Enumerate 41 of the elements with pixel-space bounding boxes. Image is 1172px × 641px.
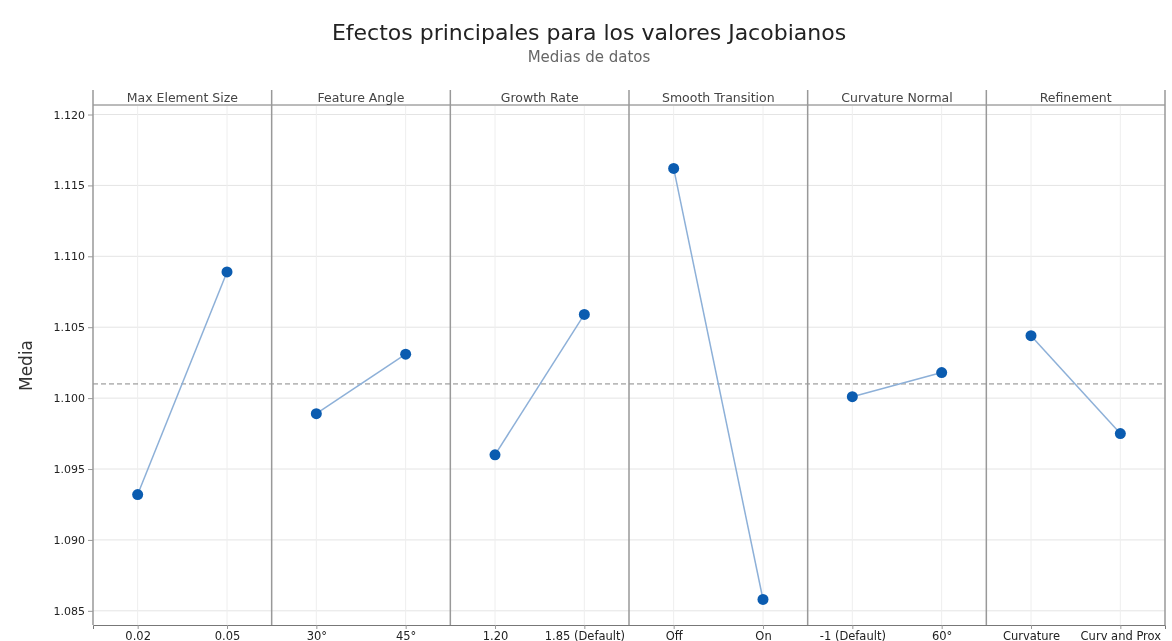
point <box>489 449 501 461</box>
text: Smooth Transition <box>662 90 775 105</box>
x-tick-label: 1.85 (Default) <box>544 629 625 641</box>
text: Growth Rate <box>500 90 579 105</box>
point <box>757 593 769 605</box>
y-tick-label: 1.115 <box>53 179 85 193</box>
x-tick-label: 30° <box>306 629 328 641</box>
point <box>936 367 948 379</box>
x-tick-label: Curv and Prox <box>1080 629 1162 641</box>
point <box>668 162 680 174</box>
y-tick-label: 1.085 <box>53 604 85 618</box>
point <box>578 308 590 320</box>
y-tick-label: 1.105 <box>53 321 85 335</box>
text: Curvature Normal <box>841 90 953 105</box>
y-tick-label: 1.110 <box>53 250 85 264</box>
point <box>1025 330 1037 342</box>
point <box>1114 428 1126 440</box>
y-tick-label: 1.120 <box>53 108 85 122</box>
point <box>310 408 322 420</box>
x-tick-label: Curvature <box>1002 629 1061 641</box>
point <box>221 266 233 278</box>
chart-title: Efectos principales para los valores Jacobianos <box>331 20 847 45</box>
x-tick-label: 0.05 <box>214 629 241 641</box>
x-tick-label: 0.02 <box>125 629 151 641</box>
x-tick-label: On <box>755 629 772 641</box>
x-tick-label: 45° <box>395 629 417 641</box>
point <box>400 348 412 360</box>
text: Feature Angle <box>317 90 405 105</box>
x-tick-label: Off <box>665 629 684 641</box>
x-tick-label: -1 (Default) <box>819 629 886 641</box>
y-tick-label: 1.090 <box>53 533 85 547</box>
y-tick-label: 1.095 <box>53 463 85 477</box>
chart-subtitle: Medias de datos <box>527 48 651 66</box>
point <box>846 391 858 403</box>
y-axis-title: Media <box>16 339 36 392</box>
text: Refinement <box>1039 90 1112 105</box>
point <box>132 489 144 501</box>
text: Max Element Size <box>126 90 239 105</box>
x-tick-label: 60° <box>931 629 953 641</box>
x-tick-label: 1.20 <box>482 629 509 641</box>
y-tick-label: 1.100 <box>53 392 85 406</box>
